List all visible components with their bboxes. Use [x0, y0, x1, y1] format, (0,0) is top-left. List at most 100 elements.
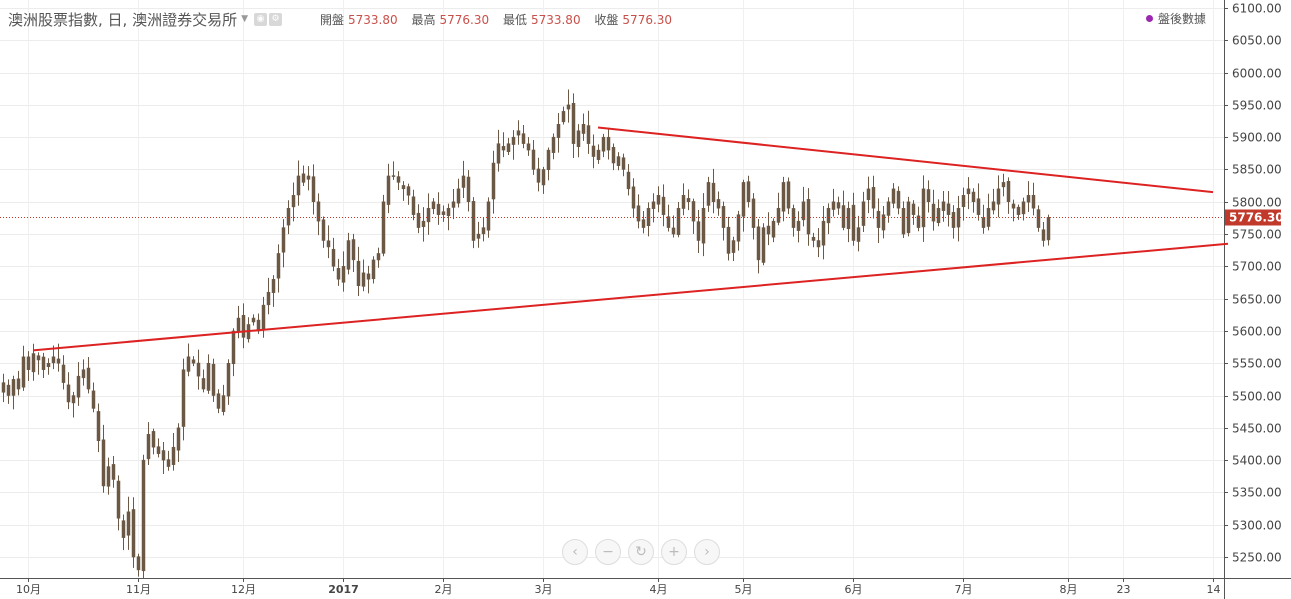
candle-body [166, 459, 171, 467]
candle-body [341, 266, 346, 283]
candle-body [266, 291, 271, 306]
candle-body [436, 203, 441, 215]
candle-body [901, 208, 906, 235]
candle-body [416, 212, 421, 228]
y-tick-label: 5750.00 [1232, 228, 1282, 242]
candle-body [176, 427, 181, 451]
x-tick-label: 2017 [328, 583, 359, 596]
candle-body [81, 369, 86, 379]
candle-body [376, 253, 381, 261]
candle-body [861, 201, 866, 226]
trendline-support[interactable] [32, 242, 1229, 352]
candle-body [751, 198, 756, 228]
candle-body [916, 215, 921, 228]
candle-body [331, 248, 336, 267]
y-tick-label: 5850.00 [1232, 163, 1282, 177]
candle-body [591, 145, 596, 157]
candle-body [451, 201, 456, 208]
candle-body [736, 214, 741, 242]
candle-body [466, 176, 471, 203]
candle-body [311, 176, 316, 203]
close-value: 5776.30 [622, 12, 673, 27]
y-tick-label: 5600.00 [1232, 325, 1282, 339]
candle-body [236, 317, 241, 332]
candle-body [501, 146, 506, 151]
x-tick-label: 10月 [16, 583, 41, 596]
candle-body [656, 195, 661, 205]
candle-body [106, 466, 111, 487]
candle-body [181, 369, 186, 427]
candle-body [296, 175, 301, 196]
candle-body [806, 199, 811, 235]
candle-body [221, 395, 226, 412]
candle-body [911, 203, 916, 215]
y-tick-label: 6000.00 [1232, 67, 1282, 81]
candle-body [441, 211, 446, 215]
y-tick-label: 5300.00 [1232, 519, 1282, 533]
candle-body [136, 556, 141, 571]
candle-body [396, 176, 401, 183]
y-tick-label: 5550.00 [1232, 357, 1282, 371]
candle-body [586, 125, 591, 144]
candle-body [146, 434, 151, 460]
last-price-tag [1225, 209, 1281, 226]
candle-body [816, 240, 821, 248]
candle-body [1006, 180, 1011, 203]
candle-body [26, 356, 31, 370]
candle-body [31, 353, 36, 373]
candle-body [456, 188, 461, 204]
candle-body [641, 219, 646, 228]
candle-body [211, 363, 216, 396]
candle-body [141, 459, 146, 572]
candle-body [991, 201, 996, 211]
settings-icon[interactable]: ⚙ [269, 12, 282, 26]
y-tick-label: 6050.00 [1232, 34, 1282, 48]
y-tick-label: 5250.00 [1232, 551, 1282, 565]
candle-body [96, 411, 101, 441]
candle-body [491, 162, 496, 200]
candle-body [16, 378, 21, 390]
visibility-icon[interactable]: ◉ [254, 12, 267, 26]
candle-body [71, 395, 76, 404]
candle-body [1026, 195, 1031, 203]
candle-body [241, 314, 246, 338]
y-tick-label: 5800.00 [1232, 196, 1282, 210]
candle-body [371, 259, 376, 280]
x-tick-label: 11月 [126, 583, 151, 596]
y-tick-label: 5650.00 [1232, 293, 1282, 307]
candle-body [596, 149, 601, 160]
y-tick-label: 5700.00 [1232, 260, 1282, 274]
chevron-down-icon[interactable]: ▼ [241, 14, 248, 24]
candle-body [41, 356, 46, 370]
chevron-right-icon[interactable]: › [694, 539, 720, 565]
candle-body [186, 356, 191, 372]
candle-body [191, 359, 196, 364]
candle-body [1021, 201, 1026, 215]
minus-icon[interactable]: − [595, 539, 621, 565]
candle-body [156, 446, 161, 454]
candle-body [716, 199, 721, 209]
chevron-left-icon[interactable]: ‹ [562, 539, 588, 565]
after-hours-legend[interactable]: 盤後數據 [1145, 10, 1206, 27]
candle-body [1041, 229, 1046, 241]
candle-body [306, 175, 311, 180]
trendline-resistance[interactable] [597, 126, 1214, 194]
y-tick-label: 6100.00 [1232, 2, 1282, 16]
candle-body [391, 175, 396, 177]
plus-icon[interactable]: + [661, 539, 687, 565]
symbol-title[interactable]: 澳洲股票指數, 日, 澳洲證券交易所 [8, 10, 238, 29]
candle-body [301, 173, 306, 183]
candle-body [821, 220, 826, 246]
candle-body [626, 171, 631, 190]
candle-body [581, 124, 586, 134]
candle-body [411, 196, 416, 215]
x-tick-label: 7月 [955, 583, 973, 596]
candle-body [666, 216, 671, 228]
candle-body [6, 384, 11, 396]
low-value: 5733.80 [530, 12, 581, 27]
candle-body [781, 182, 786, 212]
candle-body [876, 210, 881, 228]
reset-icon[interactable]: ↻ [628, 539, 654, 565]
candle-body [601, 136, 606, 152]
